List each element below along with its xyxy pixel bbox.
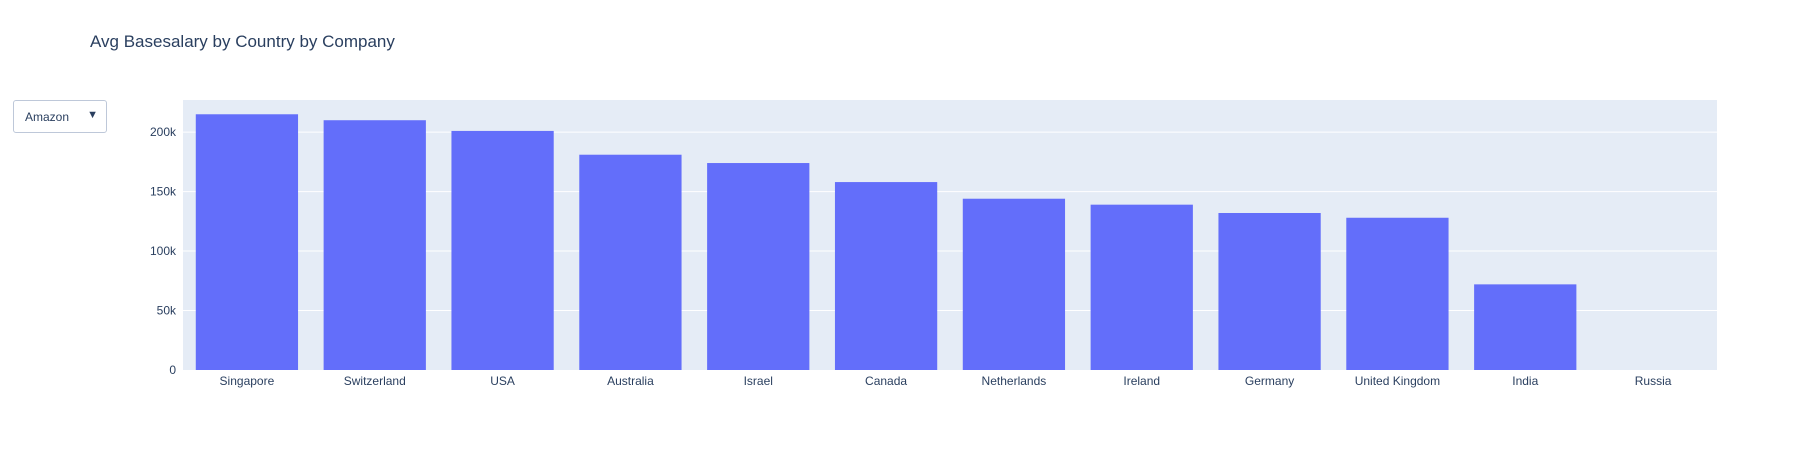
- bar-australia[interactable]: [579, 154, 682, 370]
- x-tick-label: India: [1512, 374, 1538, 388]
- x-tick-label: Canada: [865, 374, 907, 388]
- bars: [195, 114, 1577, 370]
- bar-singapore[interactable]: [195, 114, 299, 370]
- x-tick-label: Switzerland: [344, 374, 406, 388]
- bar-usa[interactable]: [451, 130, 554, 370]
- plot-area: [183, 100, 1717, 370]
- x-tick-label: United Kingdom: [1355, 374, 1440, 388]
- company-dropdown-value: Amazon: [25, 110, 70, 124]
- bar-ireland[interactable]: [1090, 204, 1193, 370]
- x-tick-label: Singapore: [220, 374, 275, 388]
- x-tick-label: Netherlands: [982, 374, 1047, 388]
- x-tick-label: Ireland: [1123, 374, 1160, 388]
- company-dropdown[interactable]: Amazon ▼: [13, 100, 107, 133]
- x-tick-label: Australia: [607, 374, 654, 388]
- bar-india[interactable]: [1474, 284, 1577, 370]
- y-tick-label: 50k: [157, 304, 177, 318]
- x-tick-label: Russia: [1635, 374, 1672, 388]
- gridlines: [183, 131, 1717, 312]
- bar-switzerland[interactable]: [323, 120, 426, 370]
- y-tick-label: 100k: [150, 244, 177, 258]
- bar-israel[interactable]: [707, 163, 810, 370]
- x-tick-label: Israel: [744, 374, 773, 388]
- y-tick-label: 200k: [150, 125, 177, 139]
- bar-canada[interactable]: [834, 182, 938, 370]
- bar-netherlands[interactable]: [962, 198, 1066, 370]
- x-tick-label: USA: [490, 374, 515, 388]
- x-tick-label: Germany: [1245, 374, 1294, 388]
- chevron-down-icon: ▼: [87, 109, 98, 121]
- x-axis-ticks: Singapore Switzerland USA Australia Israel Ca…: [220, 374, 1672, 388]
- y-tick-label: 0: [169, 363, 176, 377]
- y-tick-label: 150k: [150, 185, 177, 199]
- bar-united-kingdom[interactable]: [1346, 217, 1449, 370]
- chart-title: Avg Basesalary by Country by Company: [90, 32, 395, 51]
- y-axis-ticks: 0 50k 100k 150k 200k: [150, 125, 177, 377]
- bar-germany[interactable]: [1218, 212, 1321, 370]
